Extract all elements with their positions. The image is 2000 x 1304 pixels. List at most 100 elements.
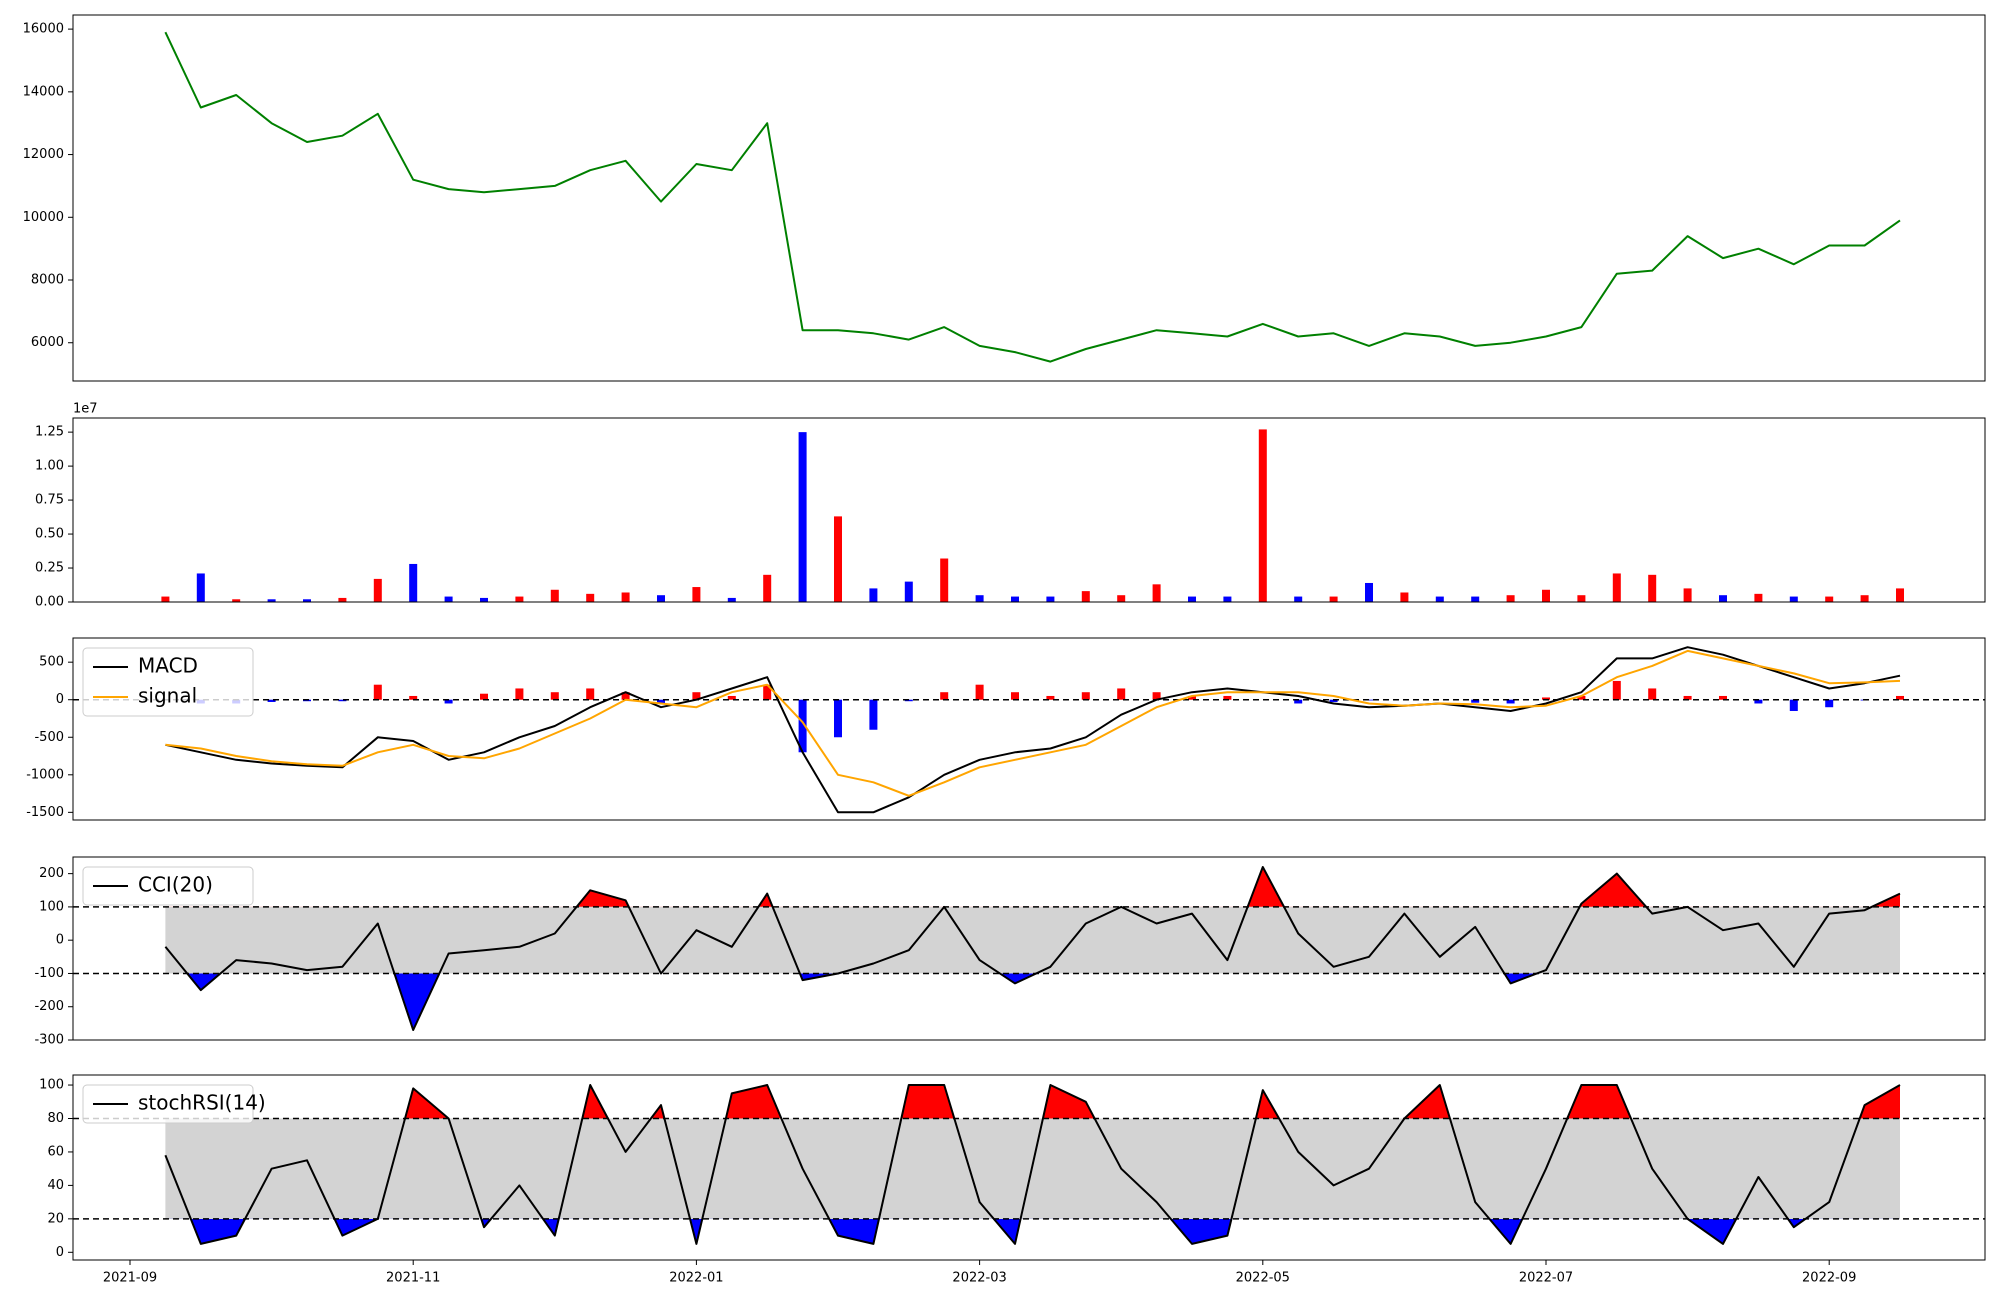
bar <box>1294 596 1303 602</box>
y-tick-label: 1.25 <box>35 425 64 440</box>
bar <box>1152 692 1161 700</box>
bar <box>586 688 595 700</box>
bar <box>1011 596 1019 602</box>
bar <box>515 596 524 602</box>
bar <box>480 597 488 602</box>
bar <box>1471 699 1480 703</box>
bar <box>444 596 453 602</box>
bar <box>1294 699 1303 704</box>
legend-label: CCI(20) <box>138 873 213 897</box>
y-tick-label: 0 <box>56 933 64 948</box>
bar <box>904 581 913 602</box>
bar <box>904 699 913 702</box>
bar <box>834 699 842 738</box>
y-tick-label: 500 <box>39 655 64 670</box>
bar <box>869 588 878 602</box>
bar <box>161 596 170 602</box>
bar <box>1471 596 1480 602</box>
bar <box>1719 695 1727 700</box>
bar <box>1223 695 1232 700</box>
bar <box>1188 695 1196 700</box>
axes-frame <box>72 637 1986 821</box>
bar <box>1506 595 1515 602</box>
line <box>164 1084 1901 1245</box>
bar <box>940 558 949 602</box>
y-tick-label: 0 <box>56 692 64 707</box>
bar <box>621 692 630 700</box>
bar <box>621 592 630 602</box>
bar <box>1542 697 1550 700</box>
legend-box <box>82 1084 254 1124</box>
bar <box>692 587 701 602</box>
bar <box>1081 591 1090 602</box>
legend-label: signal <box>138 684 197 708</box>
bar <box>1825 699 1834 708</box>
bar <box>1754 699 1763 704</box>
bar <box>1719 595 1727 602</box>
bar <box>798 699 807 753</box>
bar <box>550 692 559 700</box>
y-tick-label: 8000 <box>31 273 64 288</box>
bar <box>1648 688 1657 700</box>
bar <box>338 597 347 602</box>
bar <box>1577 595 1586 602</box>
bar <box>409 563 418 602</box>
y-tick-label: 80 <box>47 1111 64 1126</box>
bar <box>1081 692 1090 700</box>
x-tick-label: 2021-09 <box>103 1271 157 1286</box>
neutral-band <box>165 906 1900 974</box>
bar <box>1896 588 1904 602</box>
bar <box>232 599 241 602</box>
y-tick-label: 200 <box>39 866 64 881</box>
y-tick-label: 100 <box>39 1078 64 1093</box>
line <box>164 866 1901 1031</box>
x-tick-label: 2022-01 <box>669 1271 723 1286</box>
y-tick-label: -200 <box>34 999 64 1014</box>
bar <box>1754 593 1763 602</box>
bar <box>515 688 524 700</box>
bar <box>834 516 842 602</box>
bar <box>940 692 949 700</box>
y-tick-label: 40 <box>47 1178 64 1193</box>
bar <box>480 693 488 700</box>
bar <box>1046 695 1055 700</box>
bar <box>1683 588 1692 602</box>
legend-label: MACD <box>138 654 198 678</box>
y-tick-label: 100 <box>39 899 64 914</box>
axes-frame <box>72 1074 1986 1261</box>
y-tick-label: 16000 <box>23 22 64 37</box>
y-tick-label: 1.00 <box>35 459 64 474</box>
bar <box>444 699 453 704</box>
y-tick-label: 6000 <box>31 335 64 350</box>
bar <box>1223 596 1232 602</box>
bar <box>692 692 701 700</box>
y-tick-label: -300 <box>34 1033 64 1048</box>
y-tick-label: -1500 <box>26 805 64 820</box>
y-tick-label: 0.25 <box>35 561 64 576</box>
bar <box>1577 695 1586 700</box>
axes-frame <box>72 14 1986 382</box>
legend-label: stochRSI(14) <box>138 1091 266 1115</box>
bar <box>1152 584 1161 602</box>
bar <box>1435 596 1444 602</box>
bar <box>727 695 736 700</box>
x-tick-label: 2021-11 <box>386 1271 440 1286</box>
y-tick-label: -500 <box>34 730 64 745</box>
bar <box>657 595 665 602</box>
y-tick-label: 14000 <box>23 84 64 99</box>
bar <box>409 695 418 700</box>
bar <box>763 684 772 700</box>
bar <box>1683 695 1692 700</box>
bar <box>1046 596 1055 602</box>
x-tick-label: 2022-09 <box>1802 1271 1856 1286</box>
bar <box>1329 699 1338 702</box>
bar <box>1648 574 1657 602</box>
axes-frame <box>72 856 1986 1041</box>
y-tick-label: -1000 <box>26 767 64 782</box>
y-tick-label: 0.75 <box>35 493 64 508</box>
x-tick-label: 2022-05 <box>1236 1271 1290 1286</box>
x-tick-label: 2022-07 <box>1519 1271 1573 1286</box>
y-tick-label: 0.00 <box>35 595 64 610</box>
bar <box>657 699 665 704</box>
bar <box>550 589 559 602</box>
